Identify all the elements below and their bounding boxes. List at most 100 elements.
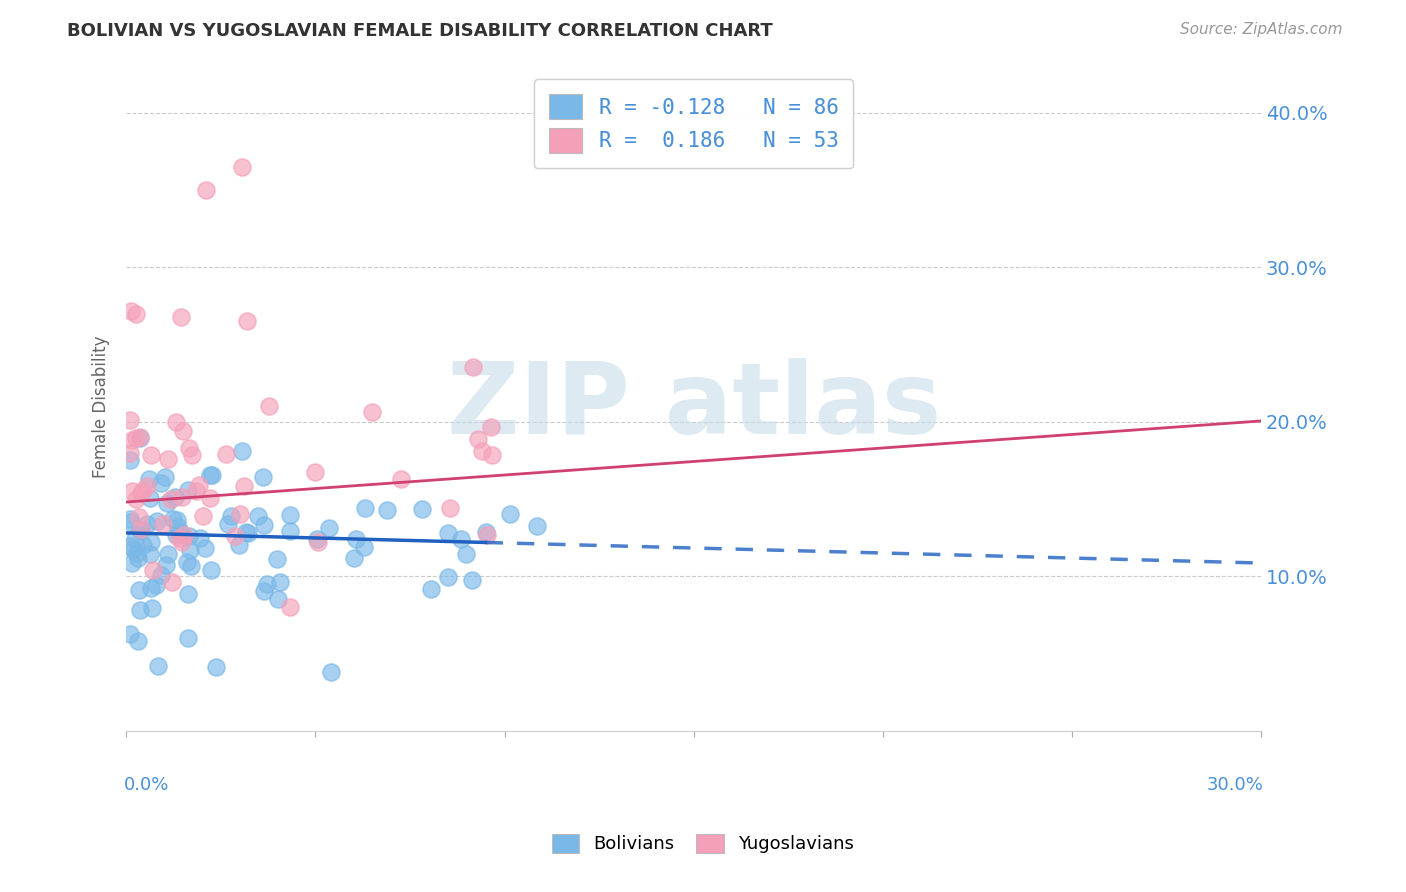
Point [360,405,382,419]
Point [167,531,190,545]
Point [344,532,367,546]
Point [499,507,522,521]
Point [169,524,191,539]
Point [194,541,217,556]
Point [129,603,152,617]
Point [231,444,253,458]
Point [307,534,329,549]
Point [526,518,548,533]
Point [188,531,211,545]
Point [165,490,187,504]
Point [165,415,187,429]
Point [131,523,153,537]
Point [156,548,179,562]
Point [122,542,145,557]
Point [228,538,250,552]
Point [247,509,270,524]
Point [215,448,238,462]
Point [145,578,167,592]
Point [125,545,148,559]
Point [120,539,142,553]
Point [120,627,142,641]
Point [252,470,274,484]
Point [198,467,221,482]
Point [131,483,153,497]
Point [195,183,218,197]
Point [179,542,201,557]
Legend: Bolivians, Yugoslavians: Bolivians, Yugoslavians [546,827,860,861]
Point [229,508,252,522]
Point [128,509,150,524]
Point [177,483,200,498]
Point [165,528,187,542]
Point [149,476,172,491]
Point [304,465,326,479]
Point [155,558,177,572]
Point [253,583,276,598]
Text: BOLIVIAN VS YUGOSLAVIAN FEMALE DISABILITY CORRELATION CHART: BOLIVIAN VS YUGOSLAVIAN FEMALE DISABILIT… [67,22,773,40]
Point [128,430,150,444]
Point [121,557,143,571]
Point [307,533,329,547]
Point [411,502,433,516]
Point [139,581,162,595]
Point [136,479,159,493]
Point [172,535,194,549]
Text: Source: ZipAtlas.com: Source: ZipAtlas.com [1180,22,1343,37]
Point [177,441,200,455]
Point [124,491,146,506]
Point [280,508,302,522]
Point [461,574,484,588]
Point [120,453,142,467]
Point [124,307,146,321]
Point [148,658,170,673]
Point [128,582,150,597]
Point [159,491,181,506]
Point [253,518,276,533]
Point [419,582,441,596]
Point [177,631,200,645]
Point [129,523,152,537]
Point [343,551,366,566]
Point [219,508,242,523]
Point [437,570,460,584]
Legend: R = -0.128   N = 86, R =  0.186   N = 53: R = -0.128 N = 86, R = 0.186 N = 53 [534,79,853,168]
Point [124,533,146,547]
Point [257,400,280,414]
Point [129,522,152,536]
Point [193,508,215,523]
Point [217,516,239,531]
Point [475,525,498,540]
Point [139,547,162,561]
Point [167,520,190,534]
Point [121,483,143,498]
Point [353,540,375,554]
Point [166,514,188,528]
Point [149,567,172,582]
Point [121,433,143,447]
Point [180,558,202,573]
Point [233,479,256,493]
Point [389,472,412,486]
Point [139,448,162,462]
Point [439,501,461,516]
Point [267,592,290,607]
Point [321,665,343,679]
Text: 0.0%: 0.0% [124,776,169,794]
Point [176,555,198,569]
Point [120,446,142,460]
Point [120,413,142,427]
Point [152,517,174,532]
Point [139,535,162,549]
Point [461,359,484,374]
Point [205,660,228,674]
Point [120,303,142,318]
Point [170,490,193,504]
Point [129,485,152,500]
Point [186,484,208,499]
Point [139,491,162,506]
Point [450,532,472,546]
Point [266,551,288,566]
Point [129,431,152,445]
Y-axis label: Female Disability: Female Disability [93,335,110,477]
